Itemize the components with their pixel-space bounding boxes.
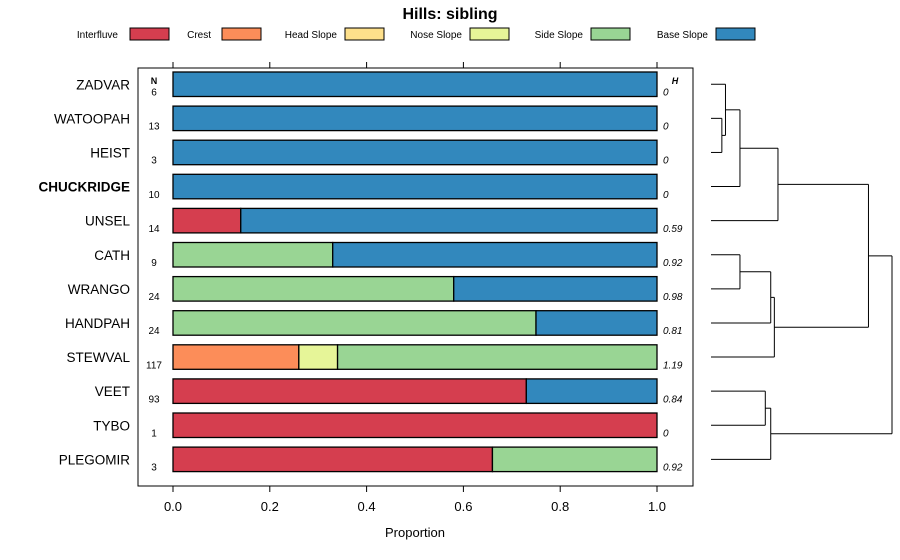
row-label: STEWVAL <box>66 350 130 365</box>
n-count: 24 <box>148 326 160 337</box>
x-tick-label: 0.4 <box>358 499 376 514</box>
bar-segment-interfluve <box>172 412 658 439</box>
bar-segment-base-slope <box>172 71 658 98</box>
row-stewval: STEWVAL 117 1.19 <box>66 344 683 371</box>
legend-label-head-slope: Head Slope <box>285 30 338 41</box>
x-axis: 0.0 0.2 0.4 0.6 0.8 1.0 <box>164 486 666 514</box>
legend-swatch-crest <box>221 27 262 41</box>
legend-label-interfluve: Interfluve <box>77 30 119 41</box>
n-count: 93 <box>148 394 160 405</box>
legend-swatch-side-slope <box>590 27 631 41</box>
row-label: WATOOPAH <box>54 111 130 126</box>
bar-segment-base-slope <box>172 105 658 132</box>
bar-segment-interfluve <box>172 378 527 405</box>
bar-segment-base-slope <box>172 173 658 200</box>
row-chuckridge: CHUCKRIDGE 10 0 <box>38 173 669 201</box>
bar-segment-crest <box>172 344 300 370</box>
bar-segment-nose-slope <box>298 344 339 370</box>
row-label: VEET <box>95 384 130 399</box>
n-count: 13 <box>148 122 160 133</box>
x-tick-label: 0.8 <box>551 499 569 514</box>
dendrogram <box>711 83 893 460</box>
x-tick-label: 0.6 <box>454 499 472 514</box>
row-zadvar: ZADVAR 6 0 <box>76 71 669 99</box>
x-tick-label: 1.0 <box>648 499 666 514</box>
row-label: HANDPAH <box>65 316 130 331</box>
bar-segment-side-slope <box>336 344 658 370</box>
row-handpah: HANDPAH 24 0.81 <box>65 310 682 337</box>
n-count: 10 <box>148 190 160 201</box>
h-value: 0.92 <box>663 258 683 269</box>
row-label: CATH <box>94 248 130 263</box>
x-tick-label: 0.2 <box>261 499 279 514</box>
row-veet: VEET 93 0.84 <box>95 378 683 405</box>
h-value: 0 <box>663 156 669 167</box>
bar-segment-interfluve <box>172 446 494 473</box>
bar-segment-base-slope <box>172 139 658 166</box>
x-tick-label: 0.0 <box>164 499 182 514</box>
row-unsel: UNSEL 14 0.59 <box>85 207 683 235</box>
bar-segment-side-slope <box>172 241 334 268</box>
h-value: 0.84 <box>663 394 683 405</box>
n-count: 3 <box>151 463 157 474</box>
h-column-header: H <box>672 76 679 86</box>
chart-title: Hills: sibling <box>402 6 497 23</box>
bar-segment-side-slope <box>172 310 537 336</box>
plot-frame <box>137 67 694 487</box>
bar-segment-base-slope <box>240 207 658 234</box>
row-label: ZADVAR <box>76 77 130 92</box>
row-label: UNSEL <box>85 214 131 229</box>
row-label: WRANGO <box>68 282 130 297</box>
row-wrango: WRANGO 24 0.98 <box>68 275 683 303</box>
row-plegomir: PLEGOMIR 3 0.92 <box>59 446 683 474</box>
legend-label-crest: Crest <box>187 30 211 41</box>
bar-segment-base-slope <box>332 241 658 268</box>
h-value: 0 <box>663 429 669 440</box>
legend-label-nose-slope: Nose Slope <box>410 30 462 41</box>
row-cath: CATH 9 0.92 <box>94 241 683 269</box>
row-heist: HEIST 3 0 <box>90 139 669 167</box>
n-count: 9 <box>151 258 157 269</box>
n-count: 1 <box>151 429 157 440</box>
row-label: CHUCKRIDGE <box>38 180 130 195</box>
legend: Interfluve Crest Head Slope Nose Slope Side … <box>77 27 756 41</box>
legend-swatch-head-slope <box>344 27 385 41</box>
h-value: 0 <box>663 88 669 99</box>
top-axis-ticks <box>172 62 658 68</box>
n-count: 6 <box>151 88 157 99</box>
h-value: 1.19 <box>663 360 683 371</box>
h-value: 0.92 <box>663 463 683 474</box>
n-count: 117 <box>146 360 162 371</box>
n-count: 14 <box>148 224 160 235</box>
bar-segment-side-slope <box>172 275 455 302</box>
h-value: 0.59 <box>663 224 683 235</box>
row-label: TYBO <box>93 418 130 433</box>
row-label: HEIST <box>90 145 130 160</box>
legend-label-side-slope: Side Slope <box>535 30 584 41</box>
n-count: 3 <box>151 156 157 167</box>
h-value: 0.98 <box>663 292 683 303</box>
x-axis-title: Proportion <box>385 525 445 540</box>
row-label: PLEGOMIR <box>59 452 131 467</box>
bar-segment-side-slope <box>491 446 658 473</box>
bar-segment-base-slope <box>525 378 658 405</box>
legend-swatch-nose-slope <box>469 27 510 41</box>
h-value: 0 <box>663 122 669 133</box>
legend-swatch-interfluve <box>129 27 170 41</box>
row-watoopah: WATOOPAH 13 0 <box>54 105 669 133</box>
h-value: 0 <box>663 190 669 201</box>
n-column-header: N <box>151 76 158 86</box>
bar-segment-base-slope <box>535 310 658 336</box>
legend-swatch-base-slope <box>715 27 756 41</box>
n-count: 24 <box>148 292 160 303</box>
legend-label-base-slope: Base Slope <box>657 30 709 41</box>
bar-segment-interfluve <box>172 207 242 234</box>
row-tybo: TYBO 1 0 <box>93 412 669 440</box>
h-value: 0.81 <box>663 326 682 337</box>
bar-segment-base-slope <box>453 275 658 302</box>
